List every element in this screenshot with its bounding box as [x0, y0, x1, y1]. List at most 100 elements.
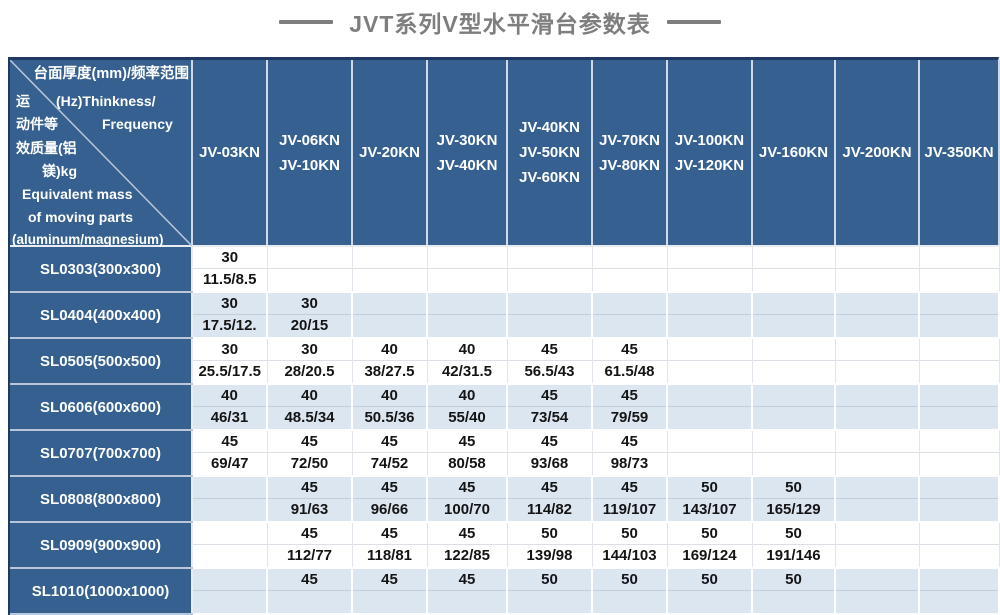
frequency-value [668, 361, 752, 383]
frequency-value: 50.5/36 [364, 409, 415, 426]
frequency-value: 112/77 [286, 547, 333, 564]
frequency-value [920, 545, 999, 567]
data-cell: 50 169/124 [667, 522, 753, 569]
data-cell: 30 20/15 [267, 292, 353, 339]
data-cell: 45 100/70 [427, 476, 508, 523]
frequency-value [836, 545, 919, 567]
thickness-value [193, 477, 266, 499]
parameter-table: 台面厚度(mm)/频率范围 运 (Hz)Thinkness/ 动件等 Frequ… [10, 60, 1000, 615]
data-cell: 45 91/63 [267, 476, 353, 523]
data-cell: 45 [427, 568, 508, 615]
data-cell: 45 73/54 [507, 384, 593, 431]
data-cell: 45 72/50 [267, 430, 353, 477]
data-cell [835, 384, 920, 431]
thickness-value: 45 [193, 431, 267, 453]
frequency-value: 144/103 [602, 547, 657, 564]
frequency-value [920, 315, 998, 337]
data-cell [919, 338, 1000, 385]
thickness-value: 45 [428, 569, 506, 591]
row-label: SL0505(500x500) [10, 338, 193, 385]
data-cell: 40 50.5/36 [352, 384, 428, 431]
column-header: JV-30KN JV-40KN [427, 60, 508, 247]
thickness-value [193, 523, 267, 545]
thickness-value: 50 [508, 569, 591, 591]
thickness-value [919, 247, 999, 269]
thickness-value [753, 293, 834, 315]
column-header-line: JV-20KN [359, 144, 420, 161]
row-label: SL0404(400x400) [10, 292, 193, 339]
data-cell: 45 56.5/43 [507, 338, 593, 385]
data-cell [835, 522, 920, 569]
column-header-line: JV-10KN [279, 156, 340, 174]
table-row: SL0606(600x600) 40 46/31 40 48.5/34 40 50.5/36… [10, 384, 1000, 431]
thickness-value: 40 [268, 385, 351, 407]
column-header: JV-70KN JV-80KN [592, 60, 668, 247]
thickness-value: 45 [593, 477, 666, 499]
data-cell [427, 246, 508, 293]
frequency-value: 74/52 [370, 455, 409, 472]
data-cell [835, 430, 920, 477]
thickness-value [507, 247, 592, 269]
thickness-value: 40 [352, 339, 427, 361]
thickness-value: 45 [268, 569, 351, 591]
data-cell: 50 [592, 568, 668, 615]
data-cell: 45 96/66 [352, 476, 428, 523]
frequency-value [836, 591, 918, 613]
data-cell [835, 568, 920, 615]
data-cell [267, 246, 353, 293]
table-row: SL1010(1000x1000) 45 45 45 50 50 50 50 [10, 568, 1000, 615]
thickness-value [836, 477, 918, 499]
data-cell: 45 114/82 [507, 476, 593, 523]
thickness-value [193, 569, 266, 591]
thickness-value: 40 [428, 385, 506, 407]
page-title: JVT系列V型水平滑台参数表 [349, 11, 651, 37]
thickness-value: 50 [752, 523, 835, 545]
table-body: SL0303(300x300) 30 11.5/8.5 SL0404(400x400)… [10, 246, 1000, 615]
frequency-value: 46/31 [210, 409, 249, 426]
thickness-value: 50 [667, 523, 752, 545]
table-row: SL0303(300x300) 30 11.5/8.5 [10, 246, 1000, 293]
frequency-value: 79/59 [610, 409, 649, 426]
frequency-value [668, 269, 752, 291]
frequency-value: 165/129 [766, 501, 821, 518]
data-cell: 40 42/31.5 [427, 338, 508, 385]
frequency-value: 56.5/43 [524, 363, 575, 380]
frequency-value: 25.5/17.5 [198, 363, 262, 380]
thickness-value [667, 247, 752, 269]
column-header-line: JV-80KN [599, 156, 660, 174]
frequency-value [193, 545, 267, 567]
frequency-value: 72/50 [290, 455, 329, 472]
frequency-value [668, 591, 751, 613]
data-cell: 30 28/20.5 [267, 338, 353, 385]
thickness-value [752, 339, 835, 361]
frequency-value [920, 269, 999, 291]
frequency-value: 139/98 [526, 547, 573, 564]
frequency-value [193, 499, 266, 521]
thickness-value [667, 339, 752, 361]
table-row: SL0909(900x900) 45 112/77 45 118/81 45 122/85 5… [10, 522, 1000, 569]
frequency-value [920, 499, 998, 521]
thickness-value: 45 [592, 431, 667, 453]
frequency-value: 17.5/12. [202, 317, 257, 334]
thickness-value [919, 431, 999, 453]
data-cell [835, 292, 920, 339]
frequency-value: 38/27.5 [364, 363, 415, 380]
corner-text-line: Equivalent mass [22, 186, 133, 202]
frequency-value [920, 361, 999, 383]
column-header: JV-06KN JV-10KN [267, 60, 353, 247]
data-cell [752, 384, 836, 431]
column-header-line: JV-70KN [599, 131, 660, 149]
corner-header-cell: 台面厚度(mm)/频率范围 运 (Hz)Thinkness/ 动件等 Frequ… [10, 60, 193, 247]
thickness-value: 45 [353, 477, 426, 499]
data-cell: 45 93/68 [507, 430, 593, 477]
data-cell: 45 69/47 [192, 430, 268, 477]
data-cell: 50 [667, 568, 753, 615]
thickness-value [667, 431, 752, 453]
data-cell [919, 384, 1000, 431]
frequency-value: 122/85 [444, 547, 490, 564]
column-header-line: JV-03KN [199, 144, 260, 161]
thickness-value [920, 385, 998, 407]
frequency-value [753, 591, 834, 613]
thickness-value: 40 [427, 339, 507, 361]
column-header-line: JV-120KN [674, 156, 745, 174]
